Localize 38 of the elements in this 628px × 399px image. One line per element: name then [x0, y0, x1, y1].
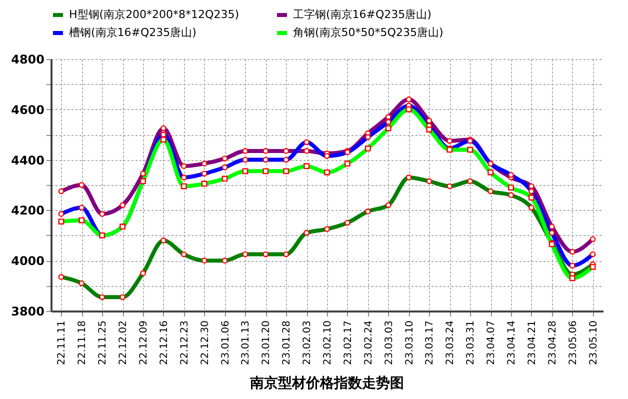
- y-tick-label: 4600: [11, 102, 44, 117]
- x-tick-label: 23.03.24: [445, 320, 456, 366]
- y-tick-label: 4400: [11, 153, 44, 168]
- x-tick-label: 23.03.03: [384, 320, 395, 366]
- x-tick-label: 23.03.31: [466, 320, 477, 366]
- x-tick-label: 23.04.07: [486, 320, 498, 366]
- x-tick-label: 22.11.11: [56, 320, 68, 366]
- y-tick-label: 3800: [11, 304, 44, 318]
- x-tick-label: 23.02.03: [302, 320, 314, 366]
- x-tick-label: 22.11.25: [98, 320, 109, 366]
- x-tick-label: 23.02.17: [342, 320, 354, 366]
- x-tick-label: 23.04.14: [506, 320, 518, 366]
- x-tick-label: 23.04.28: [547, 320, 558, 366]
- x-tick-label: 23.01.28: [282, 320, 293, 366]
- legend-label: 槽钢(南京16#Q235唐山): [69, 26, 196, 39]
- x-tick-label: 23.02.24: [363, 320, 374, 366]
- x-tick-label: 23.05.06: [568, 320, 579, 366]
- x-tick-label: 23.04.21: [526, 320, 538, 366]
- y-tick-label: 4000: [11, 254, 44, 268]
- x-tick-label: 22.12.09: [138, 320, 150, 366]
- x-tick-label: 23.03.10: [404, 320, 416, 366]
- x-tick-label: 23.01.13: [240, 320, 252, 366]
- x-tick-label: 22.11.18: [77, 320, 88, 366]
- x-tick-label: 23.05.10: [588, 320, 600, 366]
- legend-label: 角钢(南京50*50*5Q235唐山): [293, 26, 444, 39]
- text: 南京型材价格指数走势图: [249, 374, 404, 392]
- x-tick-label: 22.12.02: [118, 320, 130, 366]
- legend-label: H型钢(南京200*200*8*12Q235): [69, 8, 239, 21]
- y-tick-label: 4800: [11, 52, 44, 66]
- x-tick-label: 22.12.30: [200, 320, 211, 366]
- x-tick-label: 23.01.20: [261, 320, 272, 366]
- x-tick-label: 22.12.16: [158, 320, 170, 366]
- x-tick-label: 22.12.23: [179, 320, 190, 366]
- y-tick-label: 4200: [11, 204, 44, 218]
- legend-label: 工字钢(南京16#Q235唐山): [293, 8, 432, 21]
- x-tick-label: 23.01.06: [220, 320, 232, 366]
- x-tick-label: 23.03.17: [424, 320, 436, 366]
- x-tick-label: 23.02.10: [322, 320, 334, 366]
